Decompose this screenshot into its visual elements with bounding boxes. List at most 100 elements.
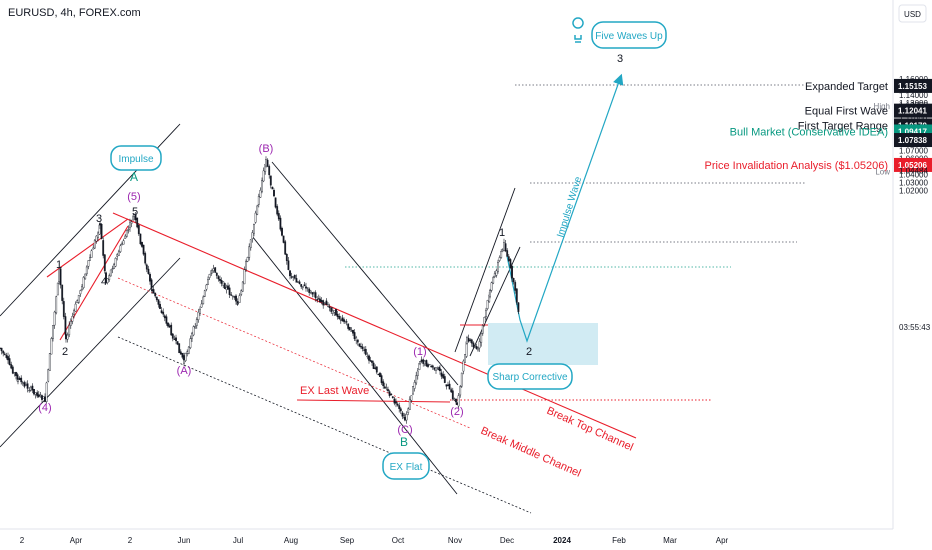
candle-body: [290, 276, 293, 278]
candle-body: [469, 339, 472, 341]
candle-body: [0, 347, 1, 349]
candle-body: [447, 384, 449, 387]
candle-body: [173, 338, 176, 340]
candle-body: [23, 382, 26, 387]
price-tick: 1.13000: [899, 99, 928, 108]
candle-body: [399, 408, 402, 412]
price-axis[interactable]: USD 1.160001.140001.130001.110001.090001…: [892, 0, 932, 550]
expanded-target-value: 1.15153: [898, 82, 927, 91]
bull-market-label: Bull Market (Conservative IDEA): [730, 126, 888, 138]
wave-label-5p: (5): [127, 191, 140, 203]
candle-body: [191, 332, 193, 339]
candle-body: [41, 395, 43, 400]
candle-body: [82, 277, 85, 288]
candle-body: [478, 341, 481, 349]
time-tick: Oct: [392, 536, 405, 545]
candle-body: [273, 190, 275, 197]
candle-body: [293, 274, 296, 279]
candle-body: [347, 323, 350, 329]
ex-last-wave-line: [296, 399, 451, 403]
candle-body: [456, 402, 458, 405]
svg-text:EX Flat: EX Flat: [390, 462, 423, 473]
candle-body: [5, 354, 8, 358]
candle-body: [327, 304, 329, 307]
wave-label-i-2: 2: [62, 346, 68, 358]
candle-body: [316, 299, 319, 301]
last-price-value: 1.07838: [898, 136, 927, 145]
candle-body: [375, 366, 378, 373]
candle-body: [181, 353, 184, 358]
candle-body: [405, 414, 408, 421]
callout-five-waves-up: Five Waves Up: [591, 21, 667, 49]
price-tick: 1.03000: [899, 178, 928, 187]
candle-body: [515, 288, 518, 303]
candle-body: [122, 240, 125, 245]
candle-body: [320, 299, 323, 302]
candle-body: [62, 301, 65, 317]
candle-body: [509, 259, 512, 268]
candle-body: [114, 258, 117, 267]
bottom-channel-line: [117, 336, 532, 514]
candle-body: [37, 394, 40, 398]
candle-body: [111, 268, 114, 270]
candle-body: [2, 351, 5, 354]
candle-body: [21, 382, 24, 384]
candle-body: [369, 360, 372, 362]
plot-area[interactable]: [0, 0, 893, 529]
candle-body: [127, 229, 130, 231]
candle-body: [208, 274, 211, 278]
candle-body: [44, 396, 46, 402]
candle-body: [139, 233, 142, 245]
wave-label-Ap: (A): [177, 365, 192, 377]
candle-body: [341, 317, 344, 322]
candle-body: [137, 225, 140, 234]
candle-body: [117, 251, 120, 256]
candle-body: [238, 295, 241, 303]
candle-body: [136, 217, 139, 228]
currency-box[interactable]: [898, 4, 927, 23]
candle-body: [490, 282, 493, 291]
candle-body: [134, 214, 137, 221]
candle-body: [245, 261, 247, 270]
price-invalidation-value: 1.05206: [898, 161, 927, 170]
wave-label-Bp: (B): [259, 143, 274, 155]
candle-body: [480, 333, 483, 343]
candle-body: [445, 384, 448, 387]
candle-body: [100, 224, 103, 239]
symbol-title: EURUSD, 4h, FOREX.com: [8, 7, 141, 19]
candle-body: [276, 206, 279, 215]
wave-label-1p: (1): [413, 346, 426, 358]
svg-text:Impulse: Impulse: [118, 154, 153, 165]
candle-body: [87, 260, 90, 267]
candle-body: [150, 279, 153, 289]
candle-body: [106, 278, 109, 283]
candle-body: [183, 359, 185, 364]
candle-body: [34, 392, 37, 395]
candle-body: [249, 239, 252, 248]
candle-body: [77, 294, 80, 303]
candle-body: [3, 353, 6, 355]
candle-body: [439, 368, 441, 372]
candle-body: [512, 278, 515, 283]
wave-label-Cp: (C): [397, 424, 412, 436]
candle-body: [89, 257, 91, 261]
candle-body: [55, 296, 58, 314]
candle-body: [460, 372, 463, 387]
candle-body: [171, 333, 174, 339]
candle-body: [403, 415, 405, 418]
candle-body: [84, 273, 87, 280]
candle-body: [388, 391, 391, 396]
candle-body: [0, 347, 3, 352]
candle-body: [231, 295, 234, 297]
candle-body: [199, 308, 201, 314]
candle-body: [331, 310, 334, 314]
time-axis[interactable]: 2 Apr 2 Jun Jul Aug Sep Oct Nov Dec 2024 Feb Mar Apr: [0, 528, 893, 550]
candle-body: [464, 354, 466, 363]
candle-body: [178, 343, 181, 354]
candle-body: [52, 325, 54, 339]
candle-body: [256, 205, 259, 215]
candle-body: [287, 260, 290, 270]
candle-body: [314, 292, 317, 299]
